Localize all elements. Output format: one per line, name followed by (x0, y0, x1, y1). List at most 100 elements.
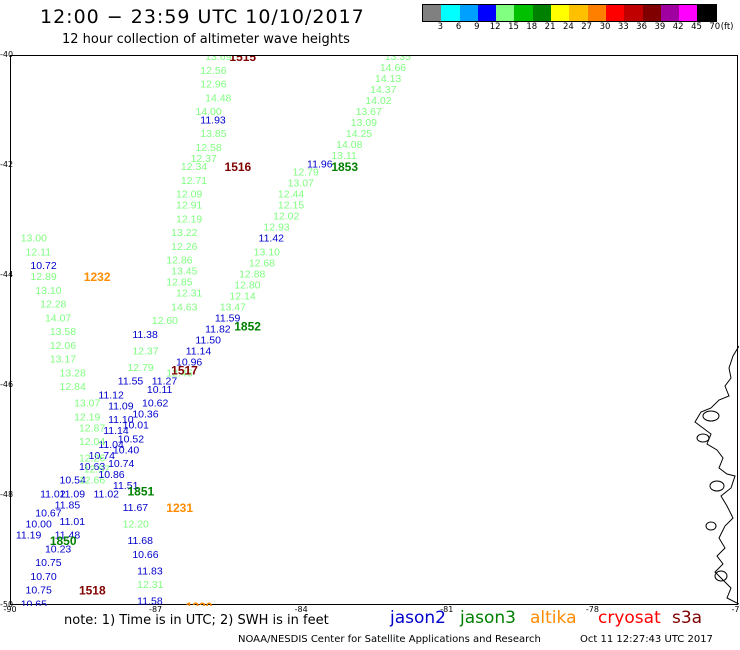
wave-height-value: 11.14 (103, 425, 129, 437)
color-scale-label: 15 (508, 22, 519, 32)
pass-time-label: 1231 (166, 501, 193, 515)
wave-height-value: 10.74 (89, 450, 115, 462)
lat-tick-label: -48 (0, 490, 14, 499)
color-scale-label: 24 (562, 22, 574, 32)
wave-height-value: 12.20 (123, 519, 149, 531)
wave-height-value: 12.04 (79, 436, 105, 448)
color-scale-label: 6 (455, 22, 462, 32)
wave-height-value: 11.10 (108, 414, 134, 426)
wave-height-value: 14.25 (346, 128, 372, 140)
legend-s3a: s3a (672, 608, 703, 628)
wave-height-value: 14.37 (370, 84, 396, 96)
wave-height-value: 10.67 (35, 508, 61, 520)
lat-tick-label: -40 (0, 50, 14, 59)
wave-height-value: 11.09 (108, 400, 134, 412)
wave-height-value: 10.86 (98, 469, 124, 481)
note-text: note: 1) Time is in UTC; 2) SWH is in fe… (64, 613, 329, 628)
wave-height-value: 12.71 (181, 175, 207, 187)
legend-jason2: jason2 (390, 608, 446, 628)
wave-height-value: 12.11 (26, 246, 52, 258)
wave-height-value: 11.14 (186, 345, 212, 357)
altimeter-map: 13.69 12.56 12.96 14.48 14.00 11.93 13.85 12.58… (10, 55, 739, 606)
wave-height-value: 11.59 (215, 312, 241, 324)
wave-height-value: 12.37 (132, 345, 158, 357)
color-scale-label: 33 (617, 22, 629, 32)
color-scale-label: 18 (526, 22, 538, 32)
wave-height-value: 11.68 (127, 535, 153, 547)
color-swatch (532, 5, 552, 21)
lon-tick-label: -75 (731, 605, 740, 614)
color-scale-label: 9 (474, 22, 480, 32)
wave-height-value: 11.85 (55, 499, 81, 511)
wave-height-value: 12.34 (181, 161, 207, 173)
wave-height-value: 13.45 (171, 266, 197, 278)
lat-tick-label: -42 (0, 160, 14, 169)
pass-time-label: 1852 (234, 320, 261, 334)
credit-text: NOAA/NESDIS Center for Satellite Applica… (238, 634, 541, 645)
lon-tick-label: -87 (149, 605, 163, 614)
wave-height-value: 12.46 (166, 367, 192, 379)
wave-height-value: 13.09 (351, 117, 377, 129)
wave-height-value: 12.84 (60, 381, 86, 393)
wave-height-value: 10.75 (35, 557, 61, 569)
wave-height-value: 12.79 (292, 167, 318, 179)
wave-height-value: 12.19 (74, 411, 100, 423)
color-scale-label: 12 (489, 22, 501, 32)
pass-time-label: 1230 (186, 600, 213, 606)
wave-height-value: 13.22 (171, 227, 197, 239)
island-outline (696, 433, 710, 443)
color-swatch (496, 5, 515, 21)
wave-height-value: 12.28 (40, 299, 66, 311)
wave-height-value: 14.08 (336, 139, 362, 151)
wave-height-value: 11.02 (94, 488, 120, 500)
wave-height-value: 11.50 (195, 334, 221, 346)
timestamp-text: Oct 11 12:27:43 UTC 2017 (580, 634, 713, 645)
wave-height-value: 12.58 (195, 142, 221, 154)
wave-height-value: 14.02 (365, 95, 391, 107)
wave-height-value: 10.70 (30, 571, 56, 583)
color-swatch (441, 5, 460, 21)
wave-height-value: 10.52 (118, 433, 144, 445)
color-scale-label: (ft) (720, 22, 734, 32)
wave-height-value: 13.10 (35, 285, 61, 297)
color-scale-label: 42 (672, 22, 684, 32)
color-swatch (551, 5, 570, 21)
wave-height-value: 12.68 (249, 257, 275, 269)
wave-height-value: 12.93 (263, 222, 289, 234)
wave-height-value: 12.89 (30, 271, 56, 283)
wave-height-value: 11.82 (205, 323, 231, 335)
color-swatch (697, 5, 716, 21)
page-title: 12:00 − 23:59 UTC 10/10/2017 (40, 6, 365, 28)
color-scale-label: 30 (599, 22, 611, 32)
wave-height-value: 10.54 (60, 475, 86, 487)
color-scale-label: 70 (709, 22, 721, 32)
lon-tick-label: -78 (585, 605, 599, 614)
color-scale-bar (422, 4, 717, 22)
color-swatch (514, 5, 533, 21)
wave-height-value: 12.96 (200, 79, 226, 91)
wave-height-value: 10.40 (113, 444, 139, 456)
wave-height-value: 10.63 (79, 461, 105, 473)
wave-height-value: 13.69 (205, 56, 231, 63)
lon-tick-label: -84 (294, 605, 308, 614)
wave-height-value: 11.55 (118, 376, 144, 388)
wave-height-value: 11.19 (16, 530, 42, 542)
pass-time-label: 1517 (171, 364, 198, 378)
wave-height-value: 11.27 (152, 376, 178, 388)
lon-tick-label: -90 (3, 605, 17, 614)
wave-height-value: 10.62 (142, 398, 168, 410)
wave-height-value: 11.42 (259, 233, 285, 245)
coastline (694, 345, 739, 605)
wave-height-value: 11.02 (40, 488, 66, 500)
wave-height-value: 10.23 (45, 543, 71, 555)
color-scale-label: 21 (544, 22, 556, 32)
wave-height-value: 11.01 (60, 516, 86, 528)
wave-height-value: 12.37 (191, 153, 217, 165)
lat-tick-label: -44 (0, 270, 14, 279)
wave-height-value: 10.00 (26, 519, 52, 531)
island-outline (714, 570, 728, 582)
pass-time-label: 1515 (229, 56, 256, 64)
wave-height-value: 11.12 (98, 389, 124, 401)
wave-height-value: 12.02 (273, 211, 299, 223)
wave-height-value: 11.51 (113, 480, 139, 492)
